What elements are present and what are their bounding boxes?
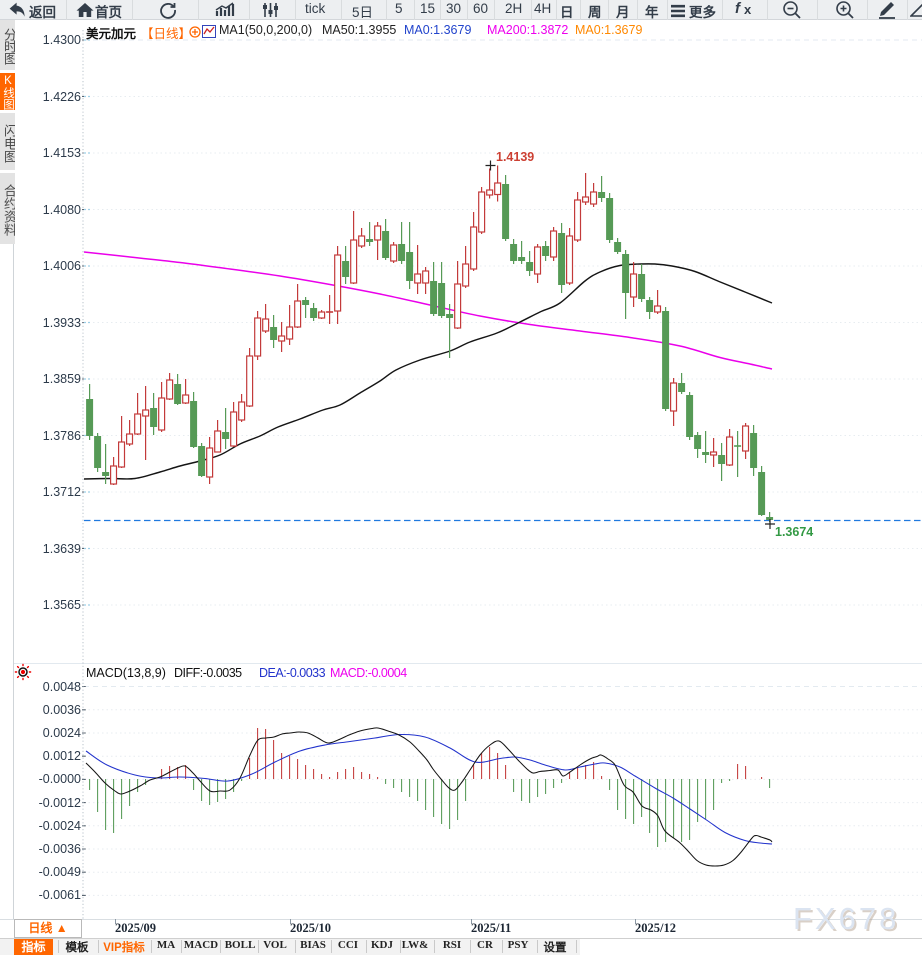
svg-text:1.4139: 1.4139 [496, 150, 534, 164]
svg-text:1.3674: 1.3674 [775, 525, 813, 539]
svg-text:FX678: FX678 [795, 903, 901, 938]
svg-text:FX678: FX678 [793, 901, 899, 936]
